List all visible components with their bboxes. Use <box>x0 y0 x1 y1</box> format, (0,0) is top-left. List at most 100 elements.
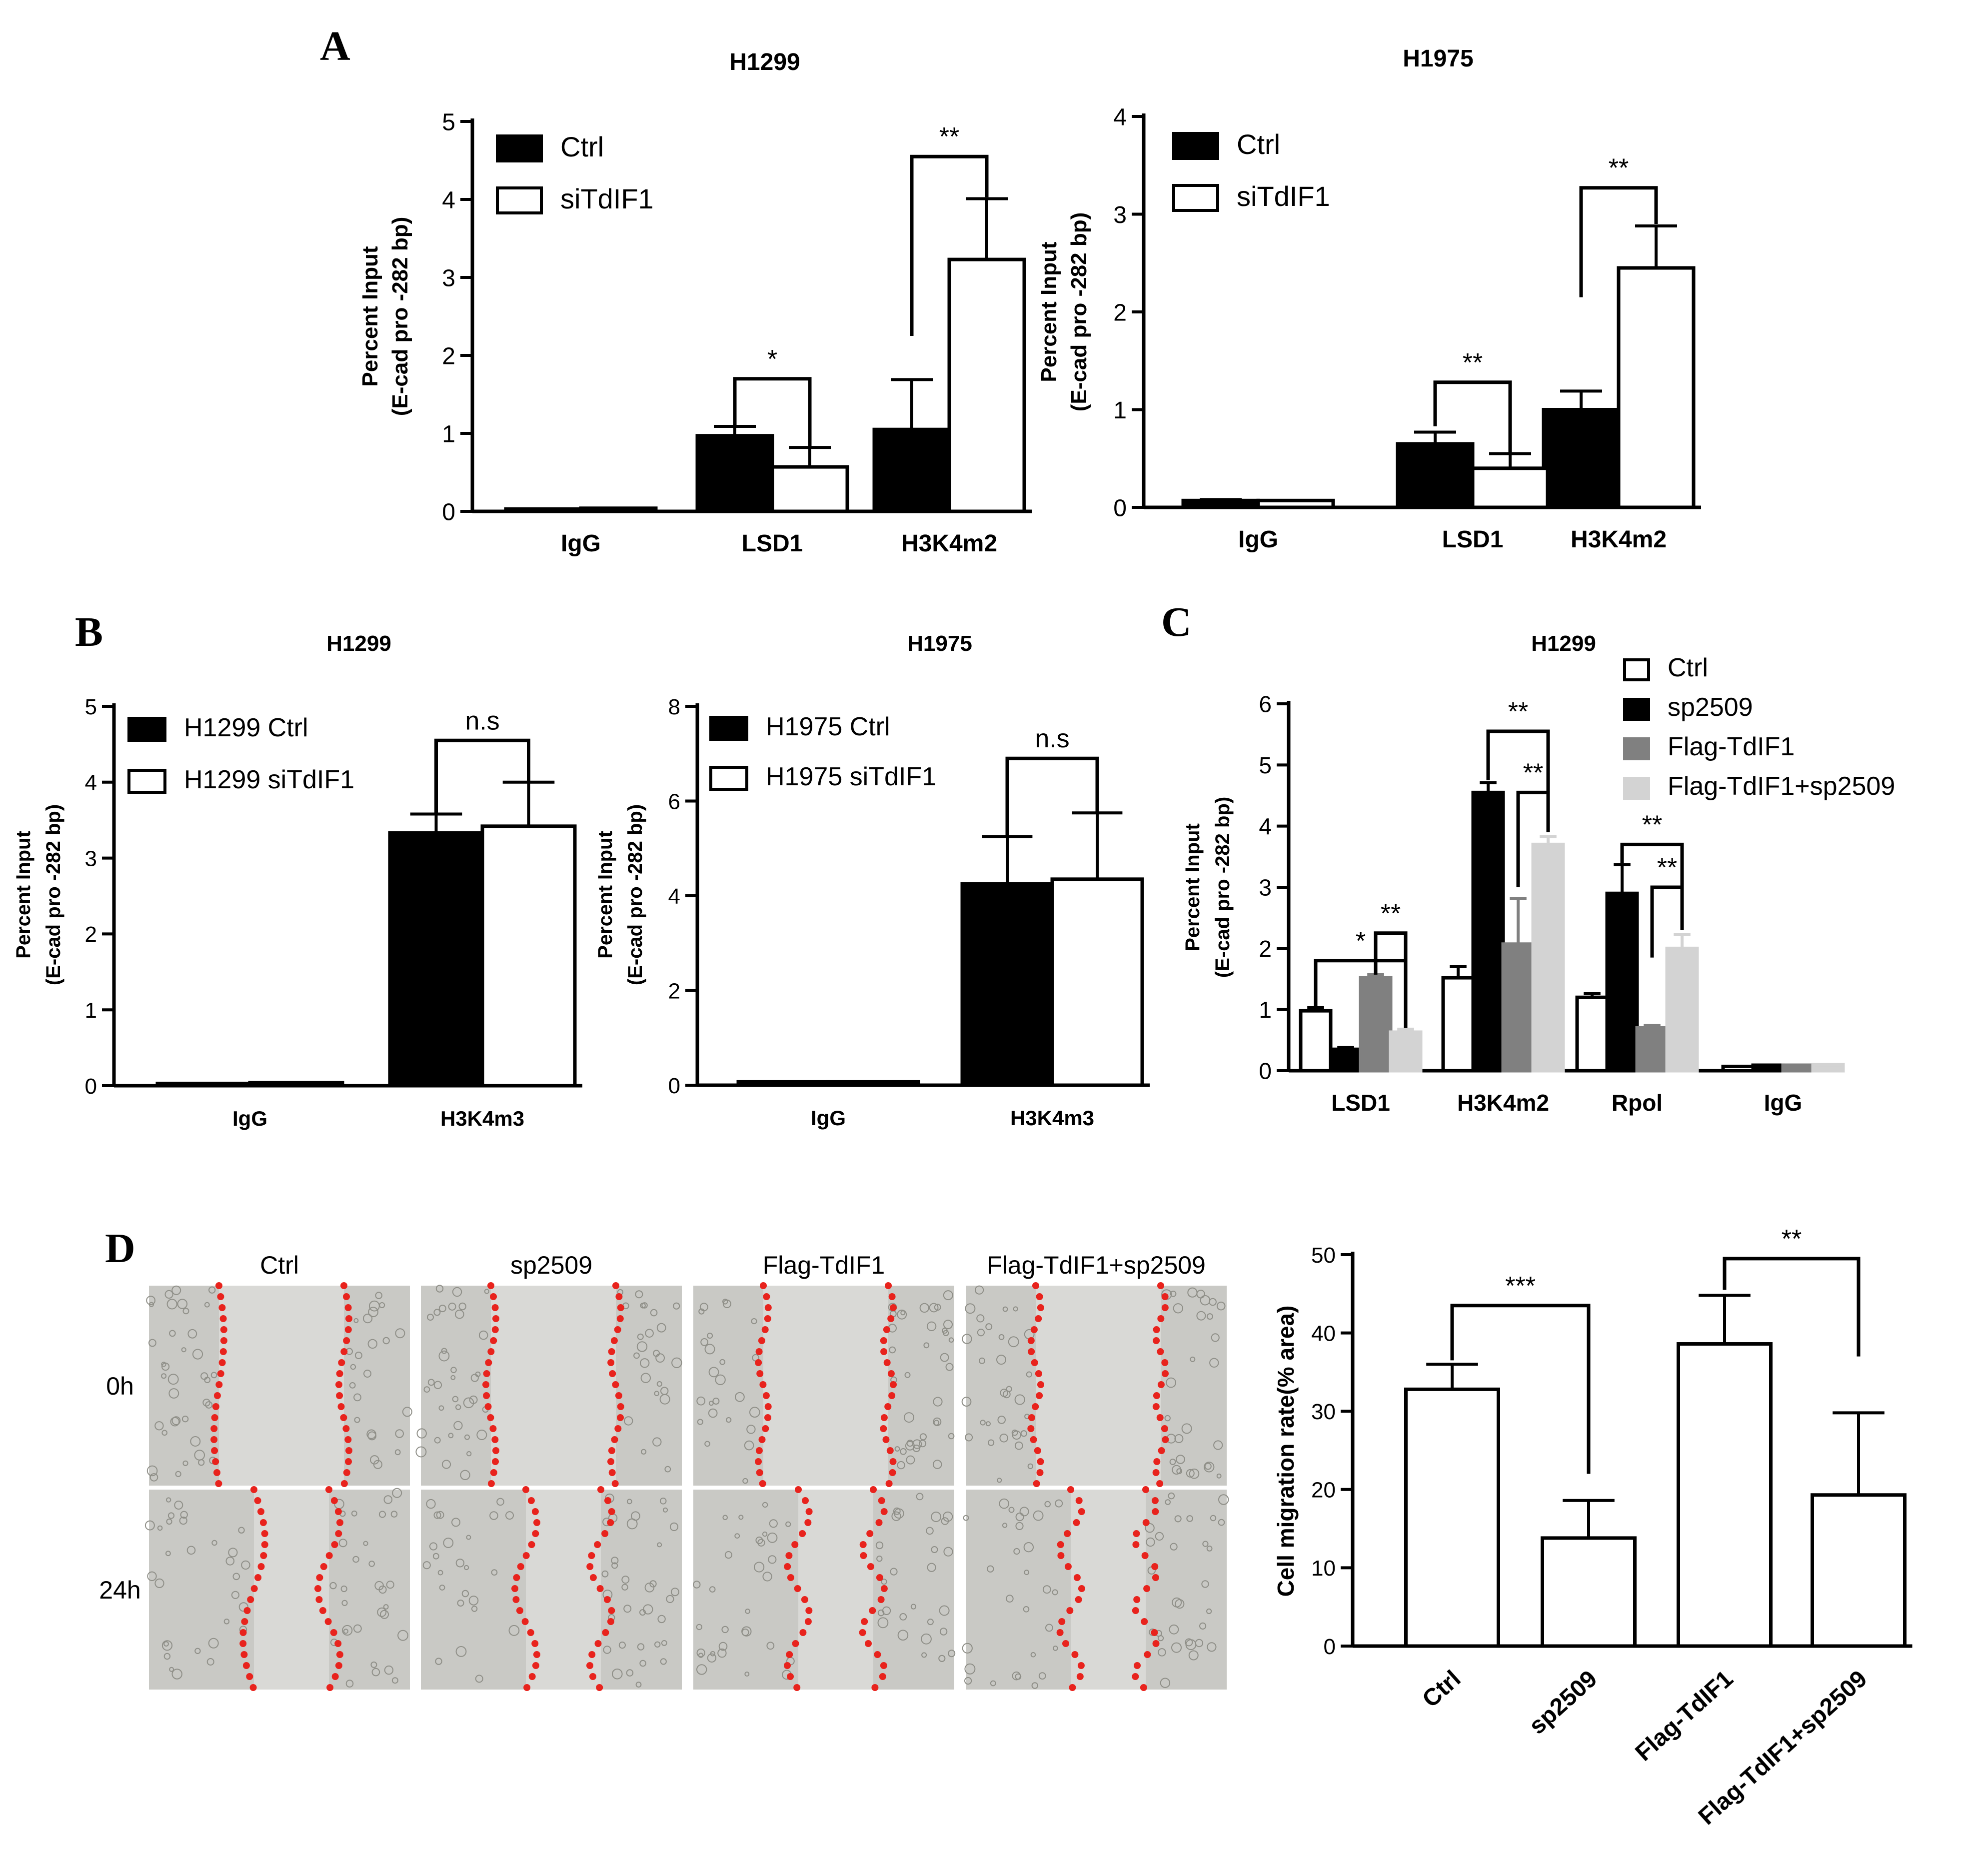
wound-edge-dot <box>859 1629 866 1636</box>
micrograph-cell <box>700 1338 708 1346</box>
wound-edge-dot <box>1161 1293 1169 1300</box>
micrograph-cell <box>650 1309 658 1317</box>
chart-a1-significance-label: ** <box>939 122 959 151</box>
micrograph-cell <box>169 1330 176 1337</box>
wound-edge-dot <box>213 1392 221 1399</box>
micrograph-cell <box>985 1323 993 1331</box>
micrograph-cell <box>666 1595 674 1603</box>
wound-edge-dot <box>805 1508 813 1515</box>
micrograph-cell <box>979 1357 985 1364</box>
micrograph-cell <box>712 1398 720 1405</box>
micrograph-cell <box>655 1353 665 1363</box>
chart-c-bar <box>1389 1030 1423 1073</box>
chart-c-category-label: H3K4m2 <box>1457 1090 1549 1116</box>
micrograph-cell <box>478 1330 488 1340</box>
micrograph-cell <box>1053 1646 1058 1651</box>
chart-c-legend-swatch <box>1623 777 1650 800</box>
wound-edge-dot <box>755 1359 762 1366</box>
wound-edge-dot <box>614 1326 621 1333</box>
chart-a1-y-tick-label: 1 <box>442 421 455 447</box>
micrograph-cell <box>368 1307 378 1318</box>
micrograph-cell <box>906 1455 915 1465</box>
chart-c-y-tick-label: 0 <box>1259 1058 1272 1084</box>
micrograph-cell <box>1188 1650 1199 1661</box>
micrograph-cell <box>656 1323 666 1333</box>
wound-edge-dot <box>531 1640 539 1647</box>
micrograph-cell <box>1204 1463 1212 1470</box>
micrograph-cell <box>1186 1515 1193 1522</box>
micrograph-cell <box>900 1448 907 1455</box>
wound-edge-dot <box>1162 1370 1169 1377</box>
micrograph-cell <box>1014 1441 1023 1450</box>
micrograph-cell <box>962 1643 973 1654</box>
wound-edge-dot <box>490 1293 497 1300</box>
wound-edge-dot <box>521 1618 529 1625</box>
chart-c-bar <box>1781 1063 1815 1073</box>
micrograph-cell <box>238 1602 248 1612</box>
wound-edge-dot <box>784 1563 791 1570</box>
micrograph-cell <box>438 1405 444 1411</box>
micrograph-cell <box>208 1638 219 1649</box>
micrograph-cell <box>975 1285 984 1295</box>
micrograph-cell <box>1008 1336 1019 1348</box>
chart-a2-legend-label: Ctrl <box>1237 128 1280 160</box>
micrograph-cell <box>366 1429 376 1439</box>
wound-edge-dot <box>887 1315 895 1322</box>
micrograph-cell <box>708 1367 719 1378</box>
micrograph-cell <box>149 1473 158 1482</box>
micrograph-cell <box>1169 1459 1176 1465</box>
wound-edge-dot <box>319 1607 326 1614</box>
micrograph-cell <box>1015 1673 1022 1680</box>
micrograph-cell <box>471 1606 478 1612</box>
wound-edge-dot <box>210 1436 218 1443</box>
wound-edge-dot <box>802 1497 809 1504</box>
micrograph-cell <box>897 1630 909 1641</box>
chart-a1-significance-label: * <box>767 345 777 374</box>
wound-edge-dot <box>213 1469 220 1476</box>
micrograph-cell <box>1020 1430 1027 1437</box>
micrograph-row-label: 24h <box>99 1576 140 1604</box>
micrograph-cell <box>921 1633 932 1645</box>
wound-edge-dot <box>215 1381 223 1388</box>
chart-c-bar <box>1811 1063 1845 1073</box>
wound-edge-dot <box>880 1508 888 1515</box>
wound-edge-dot <box>1064 1563 1072 1570</box>
micrograph-cell <box>154 1421 164 1431</box>
micrograph-cell <box>652 1437 662 1447</box>
micrograph-cell <box>659 1394 670 1405</box>
chart-c-bar <box>1605 891 1639 1073</box>
chart-b1-y-tick-label: 2 <box>85 922 97 947</box>
micrograph-cell <box>962 1334 972 1344</box>
wound-edge-dot <box>491 1326 499 1333</box>
micrograph-cell <box>192 1349 203 1360</box>
wound-edge-dot <box>1036 1469 1044 1476</box>
micrograph-cell <box>623 1605 632 1613</box>
chart-a2-category-label: LSD1 <box>1442 526 1504 553</box>
wound-edge-dot <box>1132 1673 1139 1680</box>
micrograph-cell <box>416 1428 427 1439</box>
micrograph-cell <box>441 1348 447 1354</box>
micrograph-cell <box>603 1646 611 1654</box>
micrograph-cell <box>452 1396 459 1403</box>
micrograph-cell <box>390 1511 398 1518</box>
micrograph-cell <box>621 1584 628 1591</box>
wound-edge-dot <box>614 1425 622 1432</box>
chart-c-legend-label: Ctrl <box>1668 653 1708 682</box>
chart-d-category-label: Ctrl <box>1417 1666 1466 1713</box>
wound-edge-dot <box>211 1414 218 1421</box>
micrograph-cell <box>329 1582 337 1590</box>
chart-a1-y-tick-label: 4 <box>442 187 455 213</box>
chart-a2-bar <box>1617 266 1696 509</box>
wound-edge-dot <box>316 1574 323 1581</box>
micrograph-cell <box>626 1499 632 1505</box>
micrograph-cell <box>1023 1542 1034 1553</box>
micrograph-cell <box>338 1539 347 1548</box>
micrograph-cell <box>919 1303 930 1313</box>
chart-b2-y-tick-label: 4 <box>668 884 680 909</box>
wound-edge-dot <box>325 1486 332 1493</box>
wound-edge-dot <box>791 1541 799 1548</box>
micrograph-cell <box>198 1459 205 1466</box>
wound-edge-dot <box>1035 1315 1042 1322</box>
wound-edge-dot <box>487 1414 494 1421</box>
micrograph-cell <box>194 1648 201 1655</box>
